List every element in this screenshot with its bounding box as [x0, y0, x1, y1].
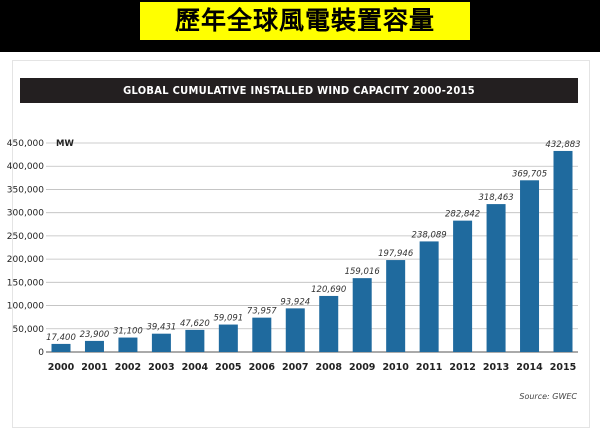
bar — [51, 343, 71, 352]
x-tick-label: 2012 — [449, 362, 475, 373]
x-tick-label: 2014 — [516, 362, 543, 373]
data-label: 432,883 — [545, 140, 580, 150]
x-tick-label: 2010 — [382, 362, 409, 373]
x-tick-label: 2008 — [316, 362, 343, 373]
bar — [218, 324, 238, 352]
data-label: 23,900 — [80, 330, 110, 340]
bar — [84, 340, 104, 352]
bar — [185, 329, 205, 352]
bars — [51, 150, 573, 352]
y-tick-label: 100,000 — [7, 302, 44, 312]
x-tick-label: 2006 — [249, 362, 276, 373]
data-label: 17,400 — [46, 333, 76, 343]
y-tick-label: 350,000 — [7, 185, 44, 195]
bar — [151, 333, 171, 352]
y-tick-label: 400,000 — [7, 162, 44, 172]
y-tick-label: 50,000 — [13, 325, 45, 335]
data-label: 120,690 — [311, 285, 346, 295]
x-tick-label: 2001 — [81, 362, 107, 373]
x-tick-label: 2009 — [349, 362, 375, 373]
bar — [319, 295, 339, 352]
y-tick-label: 300,000 — [7, 209, 44, 219]
data-label: 93,924 — [280, 297, 310, 307]
y-tick-label: 250,000 — [7, 232, 44, 242]
y-unit-label: MW — [56, 139, 74, 149]
data-label: 318,463 — [478, 193, 513, 203]
source-label: Source: GWEC — [519, 392, 577, 401]
data-label: 59,091 — [213, 314, 243, 324]
chart-title: GLOBAL CUMULATIVE INSTALLED WIND CAPACIT… — [20, 78, 578, 103]
y-tick-label: 0 — [38, 348, 44, 358]
data-label: 47,620 — [180, 319, 210, 329]
x-tick-label: 2005 — [215, 362, 241, 373]
x-tick-label: 2000 — [48, 362, 75, 373]
bar — [419, 241, 439, 352]
bar — [118, 337, 138, 352]
data-label: 282,842 — [445, 210, 480, 220]
x-tick-label: 2004 — [182, 362, 209, 373]
bar — [252, 317, 272, 352]
x-tick-label: 2013 — [483, 362, 509, 373]
labels: 0 50,000 100,000 150,000 200,000 250,000 300,0… — [7, 139, 581, 373]
x-tick-label: 2002 — [115, 362, 141, 373]
data-label: 159,016 — [345, 267, 381, 277]
data-label: 238,089 — [412, 230, 447, 240]
data-label: 73,957 — [247, 307, 277, 317]
bar — [553, 150, 573, 352]
bar — [352, 278, 372, 352]
bar — [285, 308, 305, 352]
bar — [486, 204, 506, 352]
x-tick-label: 2011 — [416, 362, 442, 373]
data-label: 39,431 — [147, 323, 177, 333]
y-tick-label: 450,000 — [7, 139, 44, 149]
y-tick-label: 200,000 — [7, 255, 44, 265]
slide-title: 歷年全球風電裝置容量 — [140, 2, 470, 40]
data-label: 369,705 — [512, 169, 547, 179]
x-tick-label: 2015 — [550, 362, 576, 373]
x-tick-label: 2003 — [148, 362, 174, 373]
y-tick-label: 150,000 — [7, 278, 44, 288]
bar — [386, 260, 406, 352]
bar — [520, 180, 540, 352]
data-label: 31,100 — [113, 327, 143, 337]
bar — [453, 220, 473, 352]
data-label: 197,946 — [378, 249, 414, 259]
x-tick-label: 2007 — [282, 362, 308, 373]
